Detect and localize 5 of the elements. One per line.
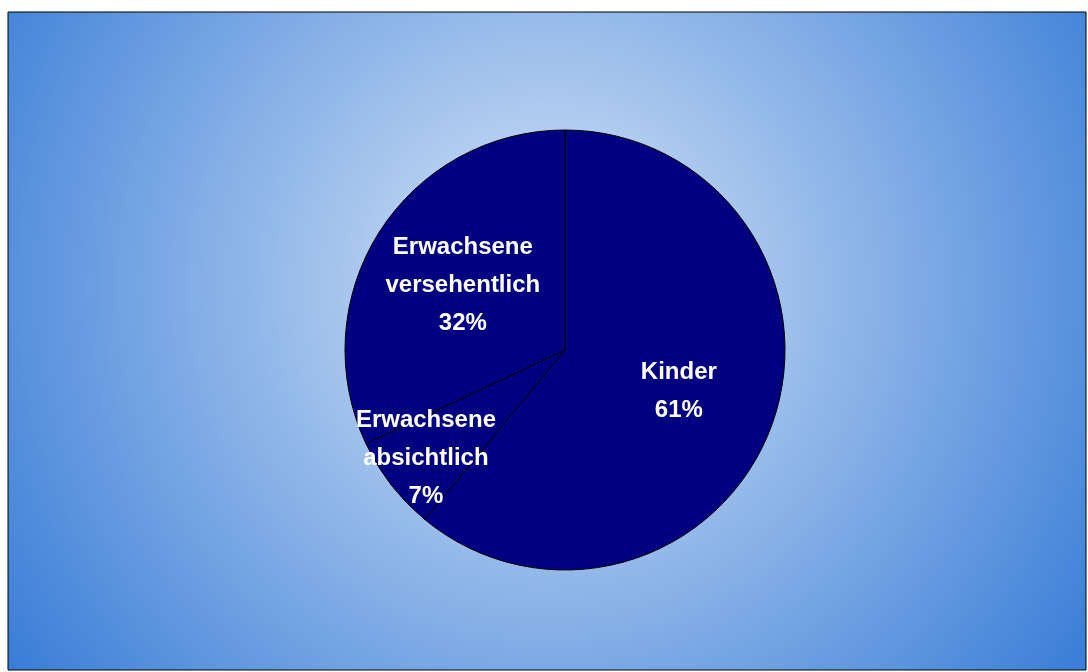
data-label: 61% bbox=[654, 394, 703, 422]
slice-label: Kinder bbox=[640, 356, 717, 384]
slice-label: Erwachsene versehentlich bbox=[385, 232, 541, 298]
data-label: 7% bbox=[408, 480, 444, 508]
data-label: 32% bbox=[438, 308, 487, 336]
